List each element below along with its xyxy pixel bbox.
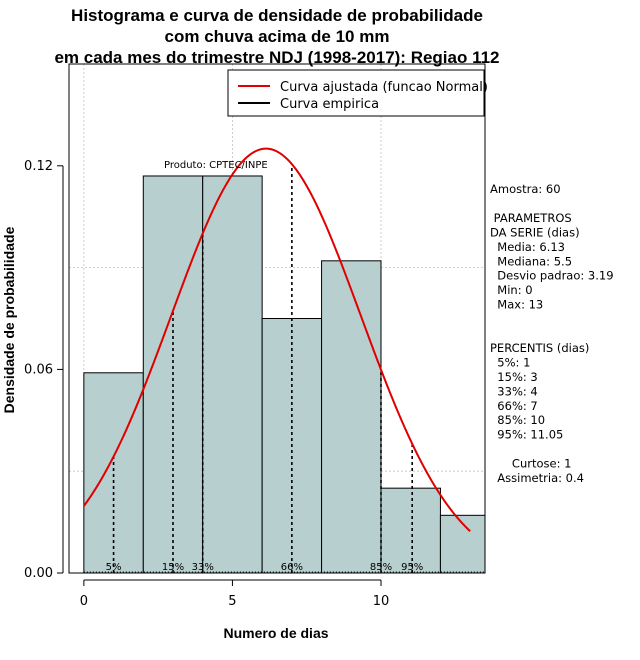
x-tick-label: 0 xyxy=(80,594,88,609)
stats-line: Mediana: 5.5 xyxy=(490,254,572,268)
percentile-label: 33% xyxy=(192,562,214,573)
histogram-bar xyxy=(321,260,382,574)
normal-curve xyxy=(83,147,471,532)
histogram-bars xyxy=(83,175,486,574)
stats-line: Assimetria: 0.4 xyxy=(490,471,584,485)
stats-line: 85%: 10 xyxy=(490,413,545,427)
legend: Curva ajustada (funcao Normal) Curva empi… xyxy=(227,69,488,117)
y-tick-label: 0.12 xyxy=(24,159,53,174)
x-tick-label: 10 xyxy=(373,594,390,609)
title-line: Histograma e curva de densidade de proba… xyxy=(71,6,483,25)
stats-line: 66%: 7 xyxy=(490,399,538,413)
percentile-label: 5% xyxy=(106,562,122,573)
percentile-label: 85% xyxy=(370,562,392,573)
plot-frame xyxy=(68,63,486,574)
percentile-lines: 5% 15% 33% 66% 85% 95% xyxy=(83,164,485,573)
title-line: em cada mes do trimestre NDJ (1998-2017)… xyxy=(54,48,499,67)
percentile-label: 95% xyxy=(401,562,423,573)
y-tick-label: 0.00 xyxy=(24,566,53,581)
stats-line: 33%: 4 xyxy=(490,384,538,398)
stats-line: Amostra: 60 xyxy=(490,182,561,196)
stats-line: Media: 6.13 xyxy=(490,240,565,254)
stats-line: Curtose: 1 xyxy=(490,457,571,471)
x-axis-title: Numero de dias xyxy=(223,625,328,641)
stats-line: Min: 0 xyxy=(490,283,533,297)
stats-line: Max: 13 xyxy=(490,298,543,312)
stats-line: Desvio padrao: 3.19 xyxy=(490,269,614,283)
x-tick-label: 5 xyxy=(228,594,236,609)
legend-label: Curva ajustada (funcao Normal) xyxy=(280,80,488,95)
legend-label: Curva empirica xyxy=(280,97,379,112)
normal-curve-path xyxy=(83,147,471,532)
stats-line: 15%: 3 xyxy=(490,370,538,384)
stats-line: PARAMETROS xyxy=(490,211,572,225)
stats-line: DA SERIE (dias) xyxy=(490,225,580,239)
chart-title: Histograma e curva de densidade de proba… xyxy=(54,6,499,67)
stats-line: PERCENTIS (dias) xyxy=(490,341,589,355)
stats-line: 95%: 11.05 xyxy=(490,428,563,442)
axes: 0 5 10 0.00 0.06 0.12 Numero de dias Densidade … xyxy=(1,63,486,641)
credit-text: Produto: CPTEC/INPE xyxy=(164,160,268,171)
title-line: com chuva acima de 10 mm xyxy=(165,27,390,46)
percentile-label: 15% xyxy=(162,562,184,573)
y-axis-title: Densidade de probabilidade xyxy=(1,226,17,413)
histogram-bar xyxy=(202,175,263,574)
y-tick-label: 0.06 xyxy=(24,362,53,377)
legend-box xyxy=(227,69,485,117)
histogram-bar xyxy=(380,487,441,574)
percentile-label: 66% xyxy=(281,562,303,573)
stats-line: 5%: 1 xyxy=(490,355,530,369)
histogram-bar xyxy=(83,372,144,574)
